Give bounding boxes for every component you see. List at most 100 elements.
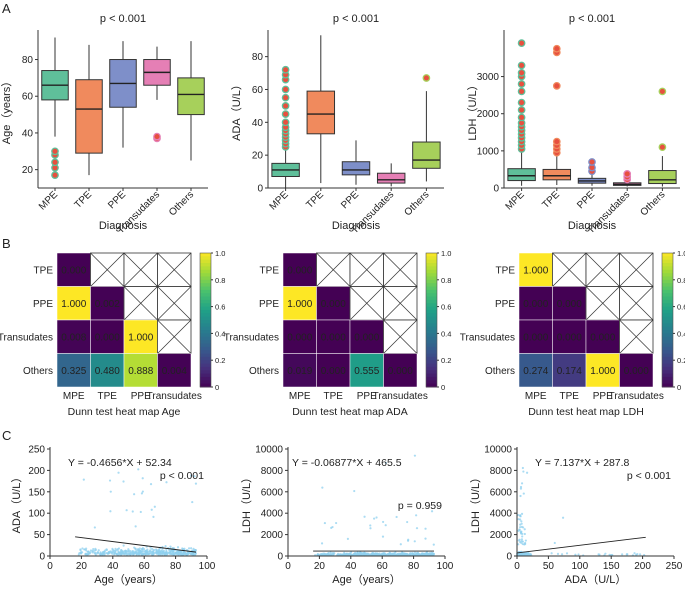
scatter-point xyxy=(86,553,89,556)
x-tick-label: 100 xyxy=(199,561,216,572)
panel-label-b: B xyxy=(2,236,11,251)
outlier-point xyxy=(281,110,290,118)
box-others xyxy=(177,77,205,116)
scatter-point xyxy=(145,550,148,553)
scatter-point xyxy=(153,505,156,508)
colorbar-segment xyxy=(426,316,437,321)
colorbar-segment xyxy=(662,276,673,281)
colorbar-segment xyxy=(426,263,437,267)
cell-value: 0.000 xyxy=(523,299,548,310)
x-tick-label: 20 xyxy=(314,561,326,572)
heatmap-cell xyxy=(585,353,620,388)
outlier-point xyxy=(517,87,526,96)
y-tick-label: 20 xyxy=(252,151,264,162)
cell-value: 0.888 xyxy=(128,366,153,377)
cell-value: 0.000 xyxy=(557,299,582,310)
colorbar-segment xyxy=(200,293,211,298)
scatter-point xyxy=(191,553,195,556)
cell-value: 1.000 xyxy=(128,332,153,343)
col-label: TPE xyxy=(324,391,344,402)
colorbar-segment xyxy=(200,360,211,365)
scatter-point xyxy=(107,551,110,554)
colorbar-segment xyxy=(426,350,437,354)
colorbar-segment xyxy=(200,309,211,314)
y-tick-label: 8000 xyxy=(261,466,284,477)
scatter-point xyxy=(413,540,416,543)
scatter-point xyxy=(520,538,524,541)
y-tick-label: 2000 xyxy=(261,530,284,541)
colorbar-segment xyxy=(662,283,673,287)
heatmap-cell xyxy=(349,353,384,388)
heatmap-cell xyxy=(56,353,91,388)
colorbar-segment xyxy=(200,289,211,294)
scatter-point xyxy=(161,550,165,554)
scatter-point xyxy=(560,553,564,556)
scatter-point xyxy=(149,549,152,552)
scatter-point xyxy=(131,510,134,513)
y-tick-label: 3000 xyxy=(477,72,500,83)
y-axis-title: ADA（U/L） xyxy=(230,79,243,141)
x-axis-title: Diagnosis xyxy=(568,220,617,232)
scatter-point xyxy=(150,552,153,555)
scatter-point xyxy=(136,552,139,556)
colorbar-segment xyxy=(662,373,673,378)
colorbar-tick-label: 0.8 xyxy=(441,276,451,285)
heatmap-title: Dunn test heat map Age xyxy=(68,406,181,418)
y-tick-label: 100 xyxy=(28,509,45,520)
heatmap-cell xyxy=(518,353,553,388)
scatter-point xyxy=(126,550,129,553)
colorbar-segment xyxy=(662,326,673,331)
scatter-point xyxy=(335,521,338,525)
scatter-point xyxy=(415,514,418,517)
colorbar-tick-label: 1.0 xyxy=(441,249,451,258)
scatter-point xyxy=(79,551,82,555)
scatter-point xyxy=(190,553,193,556)
scatter-point xyxy=(411,553,414,556)
scatter-point xyxy=(525,471,529,474)
scatter-point xyxy=(518,528,521,531)
scatter-point xyxy=(366,552,369,555)
scatter-point xyxy=(339,553,342,556)
scatter-point xyxy=(343,551,346,554)
scatter-point xyxy=(94,553,97,556)
scatter-point xyxy=(150,508,153,511)
scatter-point xyxy=(384,461,388,465)
x-tick-label: 20 xyxy=(76,561,88,572)
colorbar-segment xyxy=(662,340,673,344)
colorbar-segment xyxy=(426,286,437,291)
colorbar-segment xyxy=(426,299,437,304)
empty-cell-cross xyxy=(349,286,384,321)
x-tick-label: 50 xyxy=(543,561,555,572)
cell-value: 0.174 xyxy=(557,366,582,377)
colorbar-segment xyxy=(426,320,437,324)
heatmap-cell xyxy=(90,286,125,321)
scatter-point xyxy=(363,515,366,518)
scatter-point xyxy=(524,542,527,546)
colorbar: 0 0.2 0.4 0.6 0.8 1.0 xyxy=(425,249,451,392)
y-tick-label: 40 xyxy=(252,118,264,129)
scatter-point xyxy=(432,543,435,546)
empty-cell-cross xyxy=(316,252,351,287)
scatter-point xyxy=(187,547,191,550)
scatterplot-1: 0 50 100 150 200 250 0 20 40 60 80 100 Age（years） ADA… xyxy=(10,445,216,587)
heatmap-2: 0.000 1.000 0.000 0.000 0.000 0.000 0.019 0.000… xyxy=(224,249,452,418)
scatter-point xyxy=(330,526,333,529)
scatter-point xyxy=(382,520,385,524)
x-tick-label: 0 xyxy=(285,561,291,572)
colorbar-segment xyxy=(200,326,211,331)
row-label: TPE xyxy=(34,265,54,276)
empty-cell-cross xyxy=(383,252,418,287)
scatter-point xyxy=(105,551,108,555)
scatter-point xyxy=(194,482,198,485)
scatter-point xyxy=(145,552,148,555)
scatter-point xyxy=(168,548,171,552)
scatter-point xyxy=(316,553,320,556)
scatter-point xyxy=(124,552,128,555)
scatter-point xyxy=(109,490,112,493)
outlier-point xyxy=(281,93,290,102)
colorbar-segment xyxy=(200,380,211,385)
box-tpe xyxy=(542,168,572,181)
colorbar-segment xyxy=(426,380,437,385)
scatter-point xyxy=(147,552,150,556)
scatter-point xyxy=(401,551,404,555)
